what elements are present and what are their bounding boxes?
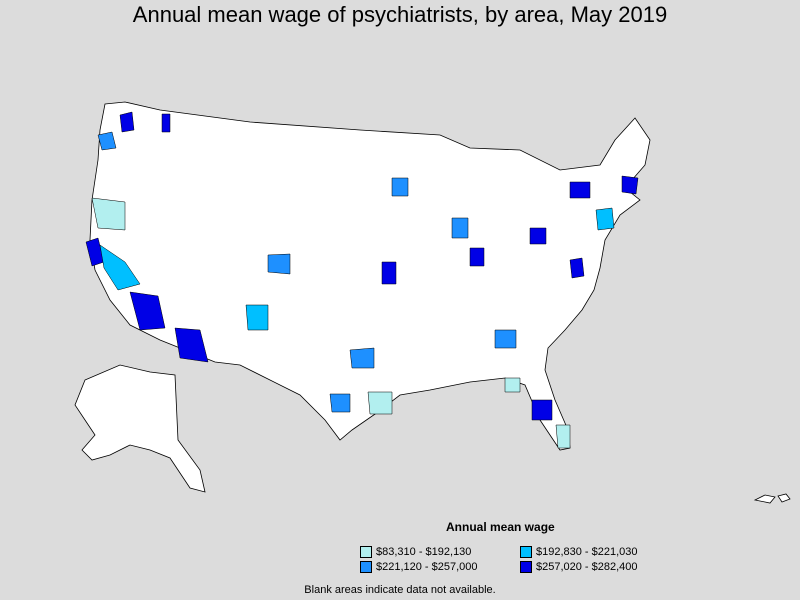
area-redding bbox=[91, 197, 126, 231]
legend-item-4: $257,020 - $282,400 bbox=[520, 561, 638, 573]
legend-item-3: $221,120 - $257,000 bbox=[360, 561, 478, 573]
hawaii-islands bbox=[753, 493, 791, 504]
area-ohio bbox=[529, 227, 547, 245]
area-kansas-city bbox=[381, 261, 397, 285]
area-denver bbox=[267, 253, 291, 275]
alaska-outline bbox=[74, 364, 206, 493]
footnote: Blank areas indicate data not available. bbox=[304, 584, 496, 596]
legend-label-1: $83,310 - $192,130 bbox=[376, 546, 472, 558]
legend-label-4: $257,020 - $282,400 bbox=[536, 561, 638, 573]
map-title: Annual mean wage of psychiatrists, by ar… bbox=[132, 2, 668, 27]
area-dc bbox=[569, 257, 585, 279]
area-socal bbox=[129, 291, 166, 331]
area-nashville bbox=[494, 329, 517, 349]
area-boston bbox=[621, 175, 639, 195]
legend-swatch-2 bbox=[520, 546, 532, 558]
area-upstate-ny bbox=[569, 181, 591, 199]
legend-label-3: $221,120 - $257,000 bbox=[376, 561, 478, 573]
area-phoenix bbox=[174, 327, 209, 363]
area-nyc bbox=[595, 207, 615, 231]
area-atlanta bbox=[504, 377, 521, 393]
area-houston bbox=[367, 391, 393, 415]
area-portland bbox=[97, 131, 117, 151]
legend-item-1: $83,310 - $192,130 bbox=[360, 546, 471, 558]
area-chicago bbox=[451, 217, 469, 239]
area-albuquerque bbox=[245, 304, 269, 331]
area-dallas bbox=[349, 347, 375, 369]
legend-swatch-4 bbox=[520, 561, 532, 573]
area-indianapolis bbox=[469, 247, 485, 267]
area-minneapolis bbox=[391, 177, 409, 197]
shaded-areas bbox=[85, 111, 639, 449]
area-seattle bbox=[119, 111, 135, 133]
area-miami bbox=[555, 424, 571, 449]
area-tampa bbox=[531, 399, 553, 421]
legend-swatch-1 bbox=[360, 546, 372, 558]
area-central-ca bbox=[99, 244, 141, 291]
legend-title: Annual mean wage bbox=[446, 520, 555, 534]
legend-item-2: $192,830 - $221,030 bbox=[520, 546, 638, 558]
legend-swatch-3 bbox=[360, 561, 372, 573]
legend-label-2: $192,830 - $221,030 bbox=[536, 546, 638, 558]
area-spokane bbox=[161, 113, 171, 133]
area-san-antonio bbox=[329, 393, 351, 413]
